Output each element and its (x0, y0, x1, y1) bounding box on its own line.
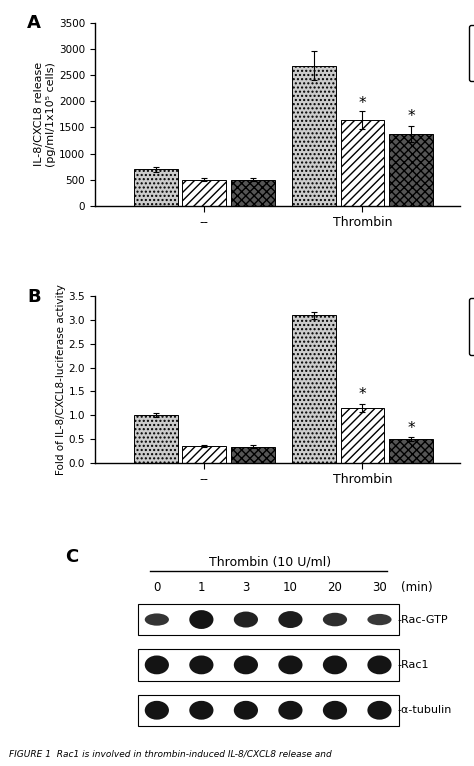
Ellipse shape (367, 656, 392, 674)
Ellipse shape (234, 611, 258, 627)
Ellipse shape (278, 656, 302, 674)
Bar (182, 446, 226, 463)
Text: 20: 20 (328, 581, 342, 594)
Ellipse shape (367, 614, 392, 625)
Text: -Rac1: -Rac1 (398, 660, 429, 670)
Bar (134, 169, 178, 206)
Text: *: * (359, 388, 366, 402)
Legend: pcDNA, RacN17 0.5 μg, RacN17 1 μg: pcDNA, RacN17 0.5 μg, RacN17 1 μg (469, 298, 474, 355)
Y-axis label: Fold of IL-8/CXCL8-luciferase activity: Fold of IL-8/CXCL8-luciferase activity (55, 284, 66, 475)
Bar (340, 120, 384, 206)
Ellipse shape (278, 701, 302, 720)
Text: 3: 3 (242, 581, 250, 594)
Ellipse shape (323, 613, 347, 627)
Ellipse shape (189, 656, 213, 674)
Bar (182, 179, 226, 206)
Ellipse shape (189, 701, 213, 720)
Ellipse shape (145, 701, 169, 720)
Ellipse shape (323, 701, 347, 720)
Text: 0: 0 (153, 581, 161, 594)
Bar (292, 316, 336, 463)
Text: 1: 1 (198, 581, 205, 594)
Legend: pcDNA, RacN17 0.5 μg, RacN17 1 μg: pcDNA, RacN17 0.5 μg, RacN17 1 μg (469, 25, 474, 81)
Bar (292, 66, 336, 206)
Text: Thrombin (10 U/ml): Thrombin (10 U/ml) (209, 555, 331, 568)
Text: -α-tubulin: -α-tubulin (398, 705, 452, 715)
Text: *: * (359, 96, 366, 111)
Text: *: * (407, 110, 415, 124)
FancyBboxPatch shape (137, 604, 399, 635)
Bar (231, 447, 275, 463)
FancyBboxPatch shape (137, 650, 399, 681)
Bar (389, 134, 433, 206)
Ellipse shape (145, 656, 169, 674)
Bar (340, 408, 384, 463)
Y-axis label: IL-8/CXCL8 release
(pg/ml/1x10⁵ cells): IL-8/CXCL8 release (pg/ml/1x10⁵ cells) (35, 62, 56, 167)
Text: 10: 10 (283, 581, 298, 594)
Ellipse shape (234, 701, 258, 720)
Ellipse shape (367, 701, 392, 720)
Text: B: B (27, 288, 41, 306)
Text: (min): (min) (401, 581, 433, 594)
Text: *: * (407, 421, 415, 436)
Ellipse shape (189, 611, 213, 629)
Ellipse shape (278, 611, 302, 628)
Ellipse shape (323, 656, 347, 674)
Text: A: A (27, 14, 41, 32)
Text: FIGURE 1  Rac1 is involved in thrombin-induced IL-8/CXCL8 release and: FIGURE 1 Rac1 is involved in thrombin-in… (9, 750, 332, 759)
Text: -Rac-GTP: -Rac-GTP (398, 614, 448, 624)
FancyBboxPatch shape (137, 695, 399, 726)
Text: 30: 30 (372, 581, 387, 594)
Ellipse shape (145, 614, 169, 626)
Bar (231, 179, 275, 206)
Bar (389, 439, 433, 463)
Ellipse shape (234, 656, 258, 674)
Text: C: C (65, 548, 79, 566)
Bar (134, 415, 178, 463)
